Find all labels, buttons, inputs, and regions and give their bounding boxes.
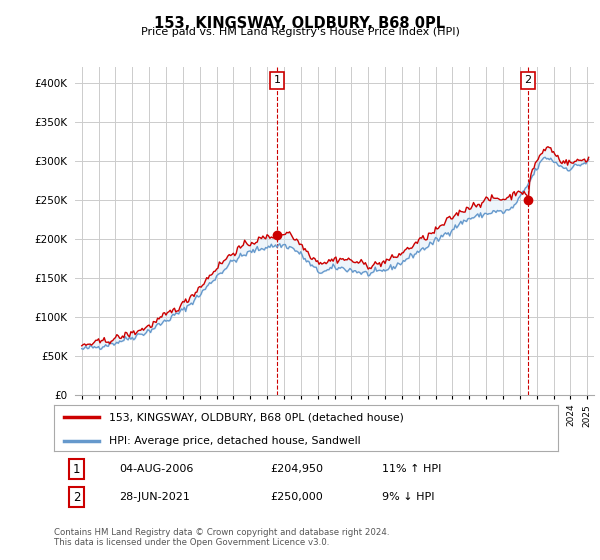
Text: Price paid vs. HM Land Registry's House Price Index (HPI): Price paid vs. HM Land Registry's House … <box>140 27 460 37</box>
Text: 2: 2 <box>524 76 532 86</box>
Text: Contains HM Land Registry data © Crown copyright and database right 2024.
This d: Contains HM Land Registry data © Crown c… <box>54 528 389 547</box>
Text: 2: 2 <box>73 491 80 504</box>
Text: £250,000: £250,000 <box>271 492 323 502</box>
Text: 1: 1 <box>274 76 280 86</box>
Text: 1: 1 <box>73 463 80 476</box>
Text: 153, KINGSWAY, OLDBURY, B68 0PL: 153, KINGSWAY, OLDBURY, B68 0PL <box>154 16 446 31</box>
Text: 9% ↓ HPI: 9% ↓ HPI <box>382 492 434 502</box>
Text: 11% ↑ HPI: 11% ↑ HPI <box>382 464 441 474</box>
Text: HPI: Average price, detached house, Sandwell: HPI: Average price, detached house, Sand… <box>109 436 361 446</box>
Text: £204,950: £204,950 <box>271 464 324 474</box>
Text: 28-JUN-2021: 28-JUN-2021 <box>119 492 190 502</box>
Text: 04-AUG-2006: 04-AUG-2006 <box>119 464 194 474</box>
Text: 153, KINGSWAY, OLDBURY, B68 0PL (detached house): 153, KINGSWAY, OLDBURY, B68 0PL (detache… <box>109 412 404 422</box>
